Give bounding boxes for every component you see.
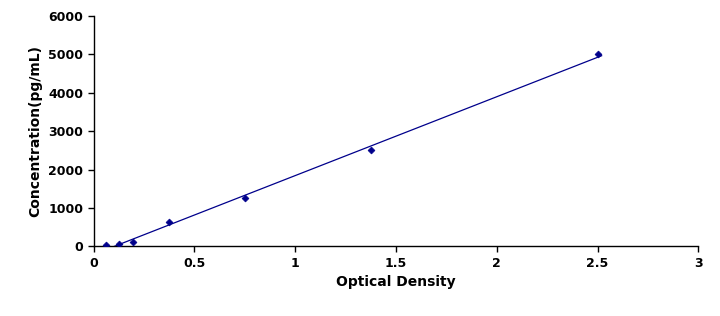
X-axis label: Optical Density: Optical Density (336, 276, 456, 289)
Y-axis label: Concentration(pg/mL): Concentration(pg/mL) (29, 45, 42, 217)
